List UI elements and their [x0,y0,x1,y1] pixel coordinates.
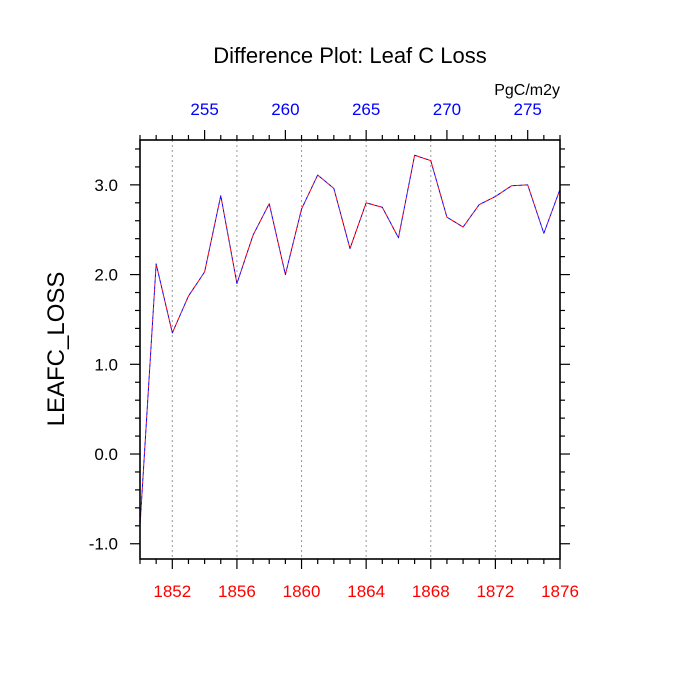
x-tick-label-bottom: 1860 [283,582,321,601]
top-axis-units: PgC/m2y [494,82,560,99]
x-tick-label-bottom: 1856 [218,582,256,601]
y-tick-label: 0.0 [94,445,118,464]
x-tick-label-top: 265 [352,100,380,119]
tick-labels: 1852 1856 1860 1864 1868 1872 1876 255 260 265 270… [89,100,579,601]
chart-title: Difference Plot: Leaf C Loss [213,43,487,68]
y-axis-label: LEAFC_LOSS [43,272,70,427]
series-line [139,154,561,526]
y-tick-label: -1.0 [89,535,118,554]
x-tick-label-top: 270 [433,100,461,119]
x-tick-label-bottom: 1852 [153,582,191,601]
x-tick-label-bottom: 1872 [476,582,514,601]
x-tick-label-top: 260 [271,100,299,119]
axis-ticks [130,130,570,569]
y-tick-label: 2.0 [94,266,118,285]
x-tick-label-top: 275 [514,100,542,119]
plot-frame [139,139,561,560]
y-tick-label: 3.0 [94,176,118,195]
series-line [139,154,561,526]
x-tick-label-bottom: 1876 [541,582,579,601]
x-tick-label-bottom: 1868 [412,582,450,601]
x-tick-label-bottom: 1864 [347,582,385,601]
y-tick-label: 1.0 [94,355,118,374]
series-lines [139,154,561,526]
x-tick-label-top: 255 [190,100,218,119]
